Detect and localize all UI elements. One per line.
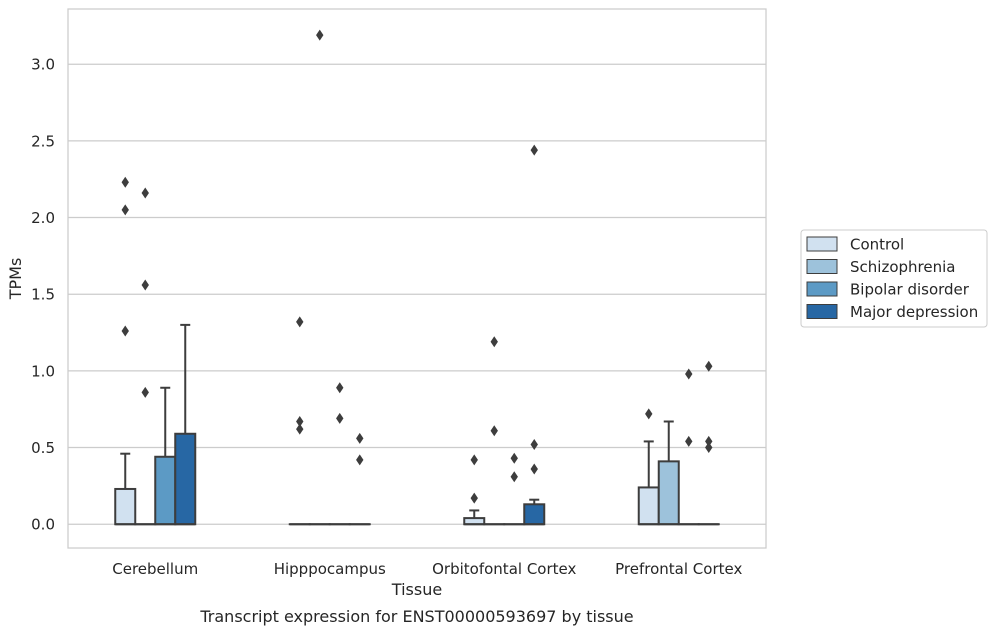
y-tick-label: 2.0 bbox=[31, 209, 55, 227]
y-tick-label: 1.5 bbox=[31, 286, 55, 304]
legend: Control Schizophrenia Bipolar disorder Majo… bbox=[800, 229, 988, 328]
outliers bbox=[121, 29, 713, 504]
outlier-point bbox=[141, 386, 149, 398]
outlier-point bbox=[510, 452, 518, 464]
y-tick-label: 3.0 bbox=[31, 56, 55, 74]
x-axis-label: Tissue bbox=[391, 580, 442, 599]
outlier-point bbox=[356, 432, 364, 444]
boxes bbox=[114, 323, 720, 526]
y-tick-label: 2.5 bbox=[31, 132, 55, 150]
outlier-point bbox=[705, 435, 713, 447]
outlier-point bbox=[296, 415, 304, 427]
legend-swatch bbox=[806, 304, 838, 319]
outlier-point bbox=[296, 423, 304, 435]
outlier-point bbox=[121, 325, 129, 337]
legend-label: Schizophrenia bbox=[850, 258, 955, 276]
outlier-point bbox=[141, 279, 149, 291]
legend-item: Major depression bbox=[806, 303, 978, 321]
legend-swatch bbox=[806, 236, 838, 252]
outlier-point bbox=[316, 29, 324, 41]
legend-item: Bipolar disorder bbox=[806, 281, 970, 299]
outlier-point bbox=[705, 360, 713, 372]
outlier-point bbox=[470, 454, 478, 466]
outlier-point bbox=[141, 187, 149, 199]
outlier-point bbox=[121, 204, 129, 216]
outlier-point bbox=[356, 454, 364, 466]
outlier-point bbox=[685, 368, 693, 380]
legend-frame bbox=[800, 229, 988, 328]
outlier-point bbox=[705, 442, 713, 454]
outlier-point bbox=[510, 471, 518, 483]
y-tick-label: 0.5 bbox=[31, 439, 55, 457]
outlier-point bbox=[490, 336, 498, 348]
outlier-point bbox=[530, 438, 538, 450]
legend-label: Major depression bbox=[850, 303, 978, 321]
box-2-0 bbox=[154, 386, 177, 526]
grid-lines bbox=[68, 63, 766, 525]
box-0-2 bbox=[463, 509, 486, 526]
y-tick-label: 0.0 bbox=[31, 516, 55, 534]
x-tick-label: Cerebellum bbox=[112, 560, 198, 578]
outlier-point bbox=[490, 425, 498, 437]
box-3-2 bbox=[523, 498, 546, 526]
chart-caption: Transcript expression for ENST0000059369… bbox=[199, 607, 633, 626]
box-body bbox=[114, 487, 137, 526]
legend-swatch bbox=[806, 281, 838, 297]
x-tick-label: Hipppocampus bbox=[274, 560, 386, 578]
box-body bbox=[174, 432, 197, 526]
legend-label: Bipolar disorder bbox=[850, 281, 970, 299]
x-axis-ticks: Cerebellum Hipppocampus Orbitofontal Corte… bbox=[112, 560, 742, 578]
outlier-point bbox=[685, 435, 693, 447]
y-tick-label: 1.0 bbox=[31, 362, 55, 380]
outlier-point bbox=[645, 408, 653, 420]
box-body bbox=[523, 503, 546, 526]
box-body bbox=[657, 460, 680, 526]
y-axis-label: TPMs bbox=[6, 258, 25, 301]
outlier-point bbox=[336, 382, 344, 394]
outlier-point bbox=[296, 316, 304, 328]
box-body bbox=[154, 455, 177, 526]
box-1-3 bbox=[657, 420, 680, 526]
box-0-0 bbox=[114, 452, 137, 526]
plot-frame bbox=[67, 8, 767, 549]
x-tick-label: Prefrontal Cortex bbox=[615, 560, 742, 578]
outlier-point bbox=[336, 412, 344, 424]
x-tick-label: Orbitofontal Cortex bbox=[432, 560, 576, 578]
outlier-point bbox=[530, 463, 538, 475]
outlier-point bbox=[121, 176, 129, 188]
legend-items: Control Schizophrenia Bipolar disorder Majo… bbox=[806, 236, 978, 321]
box-0-3 bbox=[637, 440, 660, 526]
legend-item: Schizophrenia bbox=[806, 258, 955, 276]
legend-label: Control bbox=[850, 236, 904, 254]
outlier-point bbox=[470, 492, 478, 504]
legend-swatch bbox=[806, 259, 838, 274]
outlier-point bbox=[530, 144, 538, 156]
legend-item: Control bbox=[806, 236, 904, 254]
box-body bbox=[637, 486, 660, 526]
box-3-0 bbox=[174, 323, 197, 526]
y-axis-ticks: 0.0 0.5 1.0 1.5 2.0 2.5 3.0 bbox=[31, 56, 55, 534]
